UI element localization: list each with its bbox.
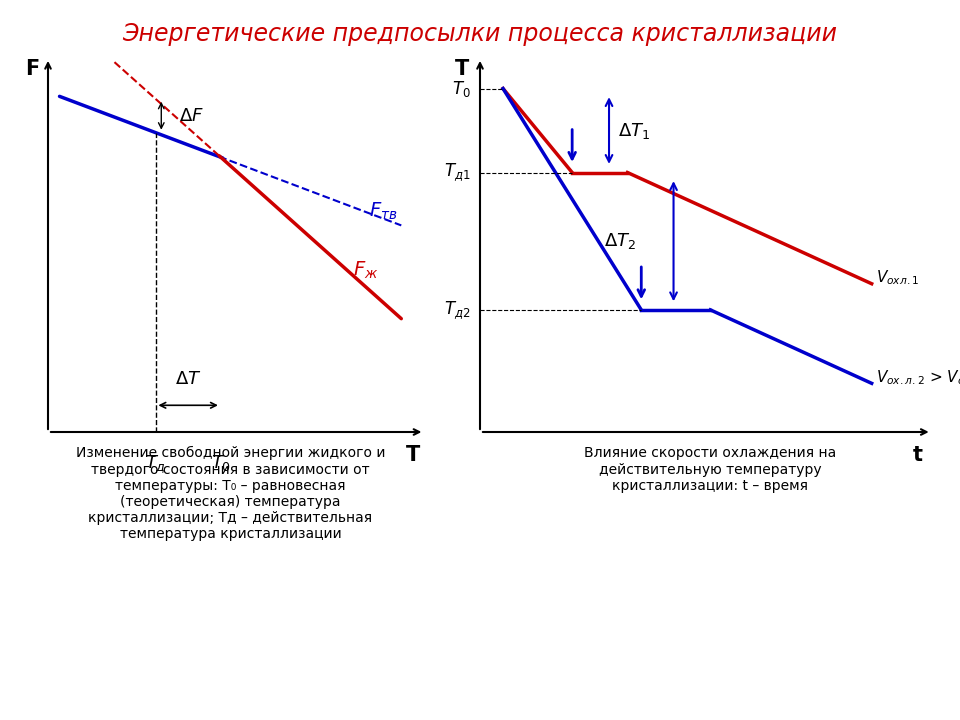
Text: $\Delta T_2$: $\Delta T_2$ bbox=[605, 231, 636, 251]
Text: Влияние скорости охлаждения на
действительную температуру
кристаллизации: t – вр: Влияние скорости охлаждения на действите… bbox=[585, 446, 836, 492]
Text: $F_{тв}$: $F_{тв}$ bbox=[369, 200, 397, 222]
Text: Изменение свободной энергии жидкого и
твердого состояния в зависимости от
темпер: Изменение свободной энергии жидкого и тв… bbox=[76, 446, 385, 541]
Text: Энергетические предпосылки процесса кристаллизации: Энергетические предпосылки процесса крис… bbox=[123, 22, 837, 45]
Text: $T_{д2}$: $T_{д2}$ bbox=[444, 299, 470, 320]
Text: $\Delta T_1$: $\Delta T_1$ bbox=[618, 120, 651, 140]
Text: $T_{0}$: $T_{0}$ bbox=[210, 453, 231, 473]
Text: F: F bbox=[26, 60, 39, 79]
Text: t: t bbox=[913, 445, 923, 465]
Text: $F_{ж}$: $F_{ж}$ bbox=[353, 260, 378, 282]
Text: $T_{0}$: $T_{0}$ bbox=[452, 78, 470, 99]
Text: $V_{ох.л. 2}$ > $V_{охл. 1}$: $V_{ох.л. 2}$ > $V_{охл. 1}$ bbox=[876, 368, 960, 387]
Text: $T_{д}$: $T_{д}$ bbox=[145, 453, 166, 474]
Text: $T_{д1}$: $T_{д1}$ bbox=[444, 162, 470, 184]
Text: $\Delta F$: $\Delta F$ bbox=[179, 107, 204, 125]
Text: T: T bbox=[406, 445, 420, 465]
Text: T: T bbox=[454, 60, 468, 79]
Text: $V_{охл. 1}$: $V_{охл. 1}$ bbox=[876, 269, 920, 287]
Text: $\Delta T$: $\Delta T$ bbox=[175, 370, 202, 388]
